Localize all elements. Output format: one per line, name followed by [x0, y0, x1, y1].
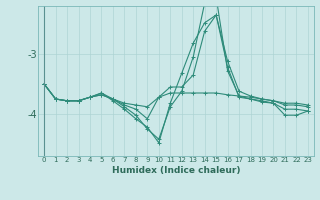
X-axis label: Humidex (Indice chaleur): Humidex (Indice chaleur) [112, 166, 240, 175]
